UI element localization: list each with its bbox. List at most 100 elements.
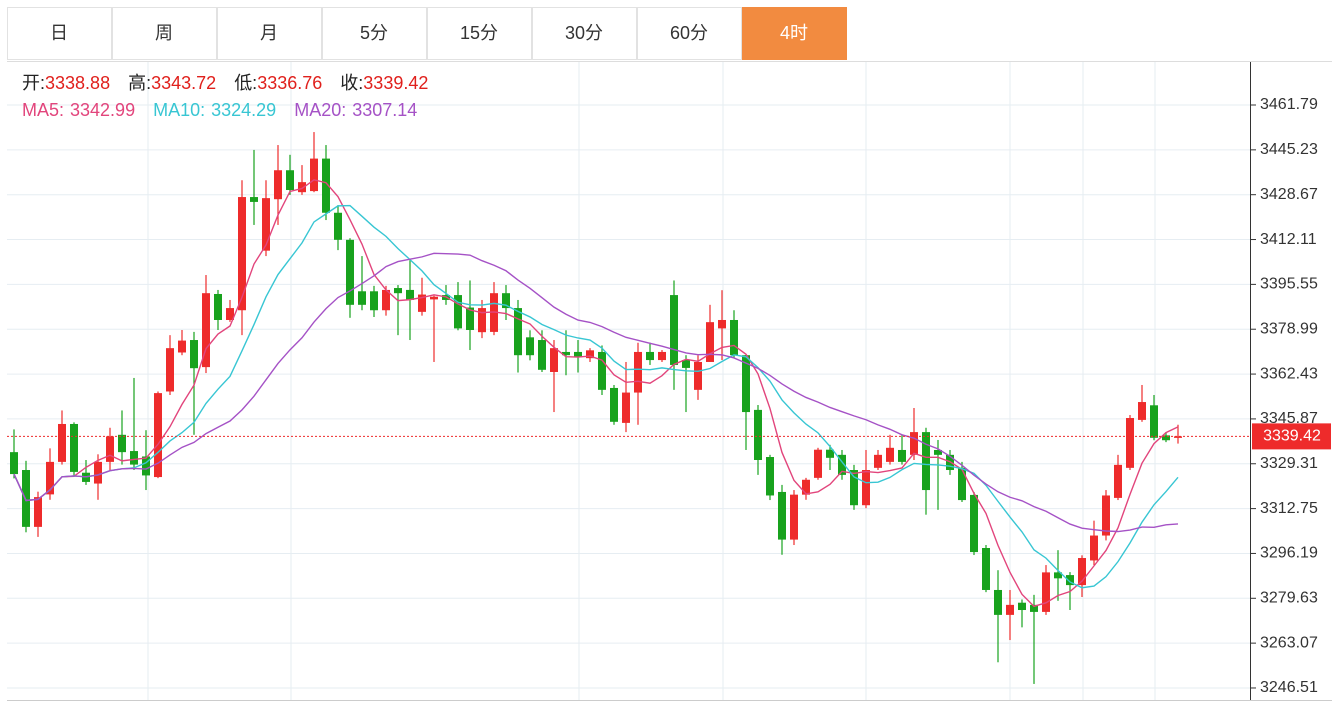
candle-body <box>958 467 966 501</box>
candle-body <box>394 288 402 294</box>
candle-body <box>478 308 486 333</box>
ma-line <box>13 252 1179 533</box>
candle-body <box>250 197 258 202</box>
candle-body <box>466 307 474 331</box>
candle-body <box>1030 604 1038 612</box>
candle-body <box>118 434 126 453</box>
plot: 3339.42 <box>7 132 1331 684</box>
candle-body <box>154 393 162 478</box>
candle-body <box>406 289 414 300</box>
candle-body <box>1018 602 1026 611</box>
summary-label: 收: <box>340 73 363 93</box>
tab-label[interactable]: 15分 <box>460 23 498 43</box>
candle-body <box>370 291 378 311</box>
candle-body <box>994 589 1002 615</box>
candle-body <box>1174 436 1182 438</box>
tab[interactable] <box>742 7 847 60</box>
candle-body <box>874 454 882 468</box>
candle-body <box>622 392 630 423</box>
tab-label[interactable]: 5分 <box>360 23 388 43</box>
y-tick-label: 3279.63 <box>1260 590 1318 607</box>
ma-legend-name: MA10: <box>153 100 205 120</box>
candle-body <box>1090 535 1098 561</box>
grid: 3461.79 3445.23 3428.67 3412.11 3395.55 3378.… <box>7 62 1318 700</box>
tab-label[interactable]: 周 <box>155 23 173 43</box>
candle-body <box>454 295 462 329</box>
last-price-label: 3339.42 <box>1263 428 1321 445</box>
candle-body <box>286 170 294 191</box>
tab[interactable] <box>637 7 742 60</box>
candle-body <box>970 494 978 553</box>
candle-body <box>1162 435 1170 441</box>
candle-body <box>166 348 174 392</box>
candle-body <box>1006 604 1014 615</box>
tab[interactable] <box>427 7 532 60</box>
candle-body <box>226 308 234 320</box>
candle-body <box>550 348 558 372</box>
summary-label: 开: <box>22 73 45 93</box>
candle-body <box>298 182 306 193</box>
candle-body <box>1042 572 1050 612</box>
candle-body <box>526 337 534 356</box>
candle-body <box>694 361 702 390</box>
candle-body <box>418 294 426 312</box>
candle-body <box>742 355 750 413</box>
candle-body <box>262 198 270 251</box>
summary-value: 3336.76 <box>257 73 322 93</box>
candle-body <box>982 548 990 590</box>
candle-body <box>514 308 522 356</box>
candle-body <box>334 212 342 240</box>
candle-body <box>58 423 66 462</box>
candle-body <box>766 457 774 496</box>
summary-label: 高: <box>128 73 151 93</box>
candle-body <box>1126 418 1134 468</box>
candle-body <box>898 449 906 462</box>
candle-body <box>358 291 366 305</box>
candle-body <box>238 197 246 311</box>
candle-body <box>814 449 822 478</box>
y-tick-label: 3312.75 <box>1260 500 1318 517</box>
candle-body <box>94 461 102 484</box>
tab-label[interactable]: 4时 <box>780 23 808 43</box>
candle-body <box>130 451 138 465</box>
candle-body <box>46 461 54 495</box>
ma-line <box>13 179 1179 608</box>
ma-legend-value: 3324.29 <box>211 100 276 120</box>
candle-body <box>730 319 738 356</box>
candle-body <box>502 293 510 309</box>
summary-value: 3338.88 <box>45 73 110 93</box>
tab-label[interactable]: 60分 <box>670 23 708 43</box>
candle-body <box>214 293 222 320</box>
candle-body <box>1078 558 1086 586</box>
tab-label[interactable]: 日 <box>50 23 68 43</box>
tab[interactable] <box>7 7 112 60</box>
candle-body <box>934 449 942 455</box>
candle-body <box>1150 405 1158 438</box>
tab[interactable] <box>532 7 637 60</box>
candle-body <box>598 351 606 390</box>
candle-body <box>10 452 18 475</box>
candle-body <box>886 447 894 462</box>
candle-body <box>778 491 786 540</box>
tab[interactable] <box>112 7 217 60</box>
candle-body <box>850 470 858 506</box>
tab-label[interactable]: 30分 <box>565 23 603 43</box>
candle-body <box>382 289 390 311</box>
candle-body <box>310 158 318 192</box>
tab[interactable] <box>217 7 322 60</box>
candle-body <box>586 350 594 359</box>
candle-body <box>1114 464 1122 498</box>
candle-body <box>346 239 354 305</box>
tab[interactable] <box>322 7 427 60</box>
tab-label[interactable]: 月 <box>260 23 278 43</box>
y-tick-label: 3395.55 <box>1260 276 1318 293</box>
candle-body <box>178 340 186 353</box>
y-tick-label: 3345.87 <box>1260 410 1318 427</box>
candle-body <box>862 470 870 506</box>
candle-body <box>202 293 210 368</box>
ma-legend-name: MA20: <box>294 100 346 120</box>
candle-body <box>574 351 582 358</box>
tab-bar: 日 周 月 5分 15分 30分 60分 4时 <box>7 7 847 60</box>
candle-body <box>682 360 690 368</box>
